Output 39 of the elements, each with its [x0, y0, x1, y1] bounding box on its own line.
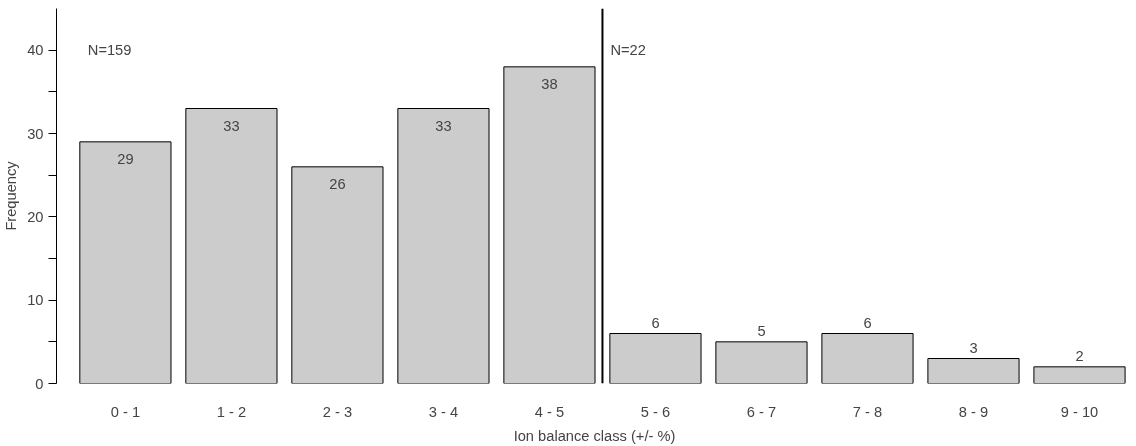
data-label: 38	[541, 75, 558, 92]
bar	[1033, 366, 1126, 384]
x-tick-label: 3 - 4	[428, 403, 459, 420]
annotation: N=22	[610, 42, 646, 59]
bar	[927, 358, 1020, 384]
x-tick-label: 8 - 9	[958, 403, 989, 420]
x-tick-label: 0 - 1	[110, 403, 141, 420]
data-label: 2	[1075, 347, 1084, 364]
data-label: 6	[651, 314, 660, 331]
data-label: 6	[863, 314, 872, 331]
data-label: 3	[969, 339, 978, 356]
x-tick-label: 7 - 8	[852, 403, 883, 420]
data-label: 5	[757, 322, 766, 339]
y-tick-label: 0	[35, 375, 44, 392]
data-label: 29	[117, 150, 134, 167]
y-tick-label: 30	[27, 125, 44, 142]
bar	[715, 341, 808, 384]
y-axis-title: Frequency	[3, 160, 20, 231]
x-tick-label: 9 - 10	[1060, 403, 1099, 420]
x-tick-label: 6 - 7	[746, 403, 777, 420]
data-label: 33	[223, 117, 240, 134]
data-label: 26	[329, 175, 346, 192]
y-tick-label: 20	[27, 208, 44, 225]
x-tick-label: 4 - 5	[534, 403, 565, 420]
bar	[291, 166, 384, 384]
bar	[609, 333, 702, 384]
y-tick-label: 10	[27, 292, 44, 309]
x-tick-label: 1 - 2	[216, 403, 247, 420]
x-axis-title: Ion balance class (+/- %)	[513, 427, 676, 444]
x-tick-label: 2 - 3	[322, 403, 353, 420]
x-tick-label: 5 - 6	[640, 403, 671, 420]
data-label: 33	[435, 117, 452, 134]
annotation: N=159	[87, 42, 132, 59]
bar	[185, 108, 278, 384]
y-tick-label: 40	[27, 42, 44, 59]
bar	[397, 108, 490, 384]
bar	[503, 66, 596, 384]
bar	[79, 141, 172, 384]
bar	[821, 333, 914, 384]
